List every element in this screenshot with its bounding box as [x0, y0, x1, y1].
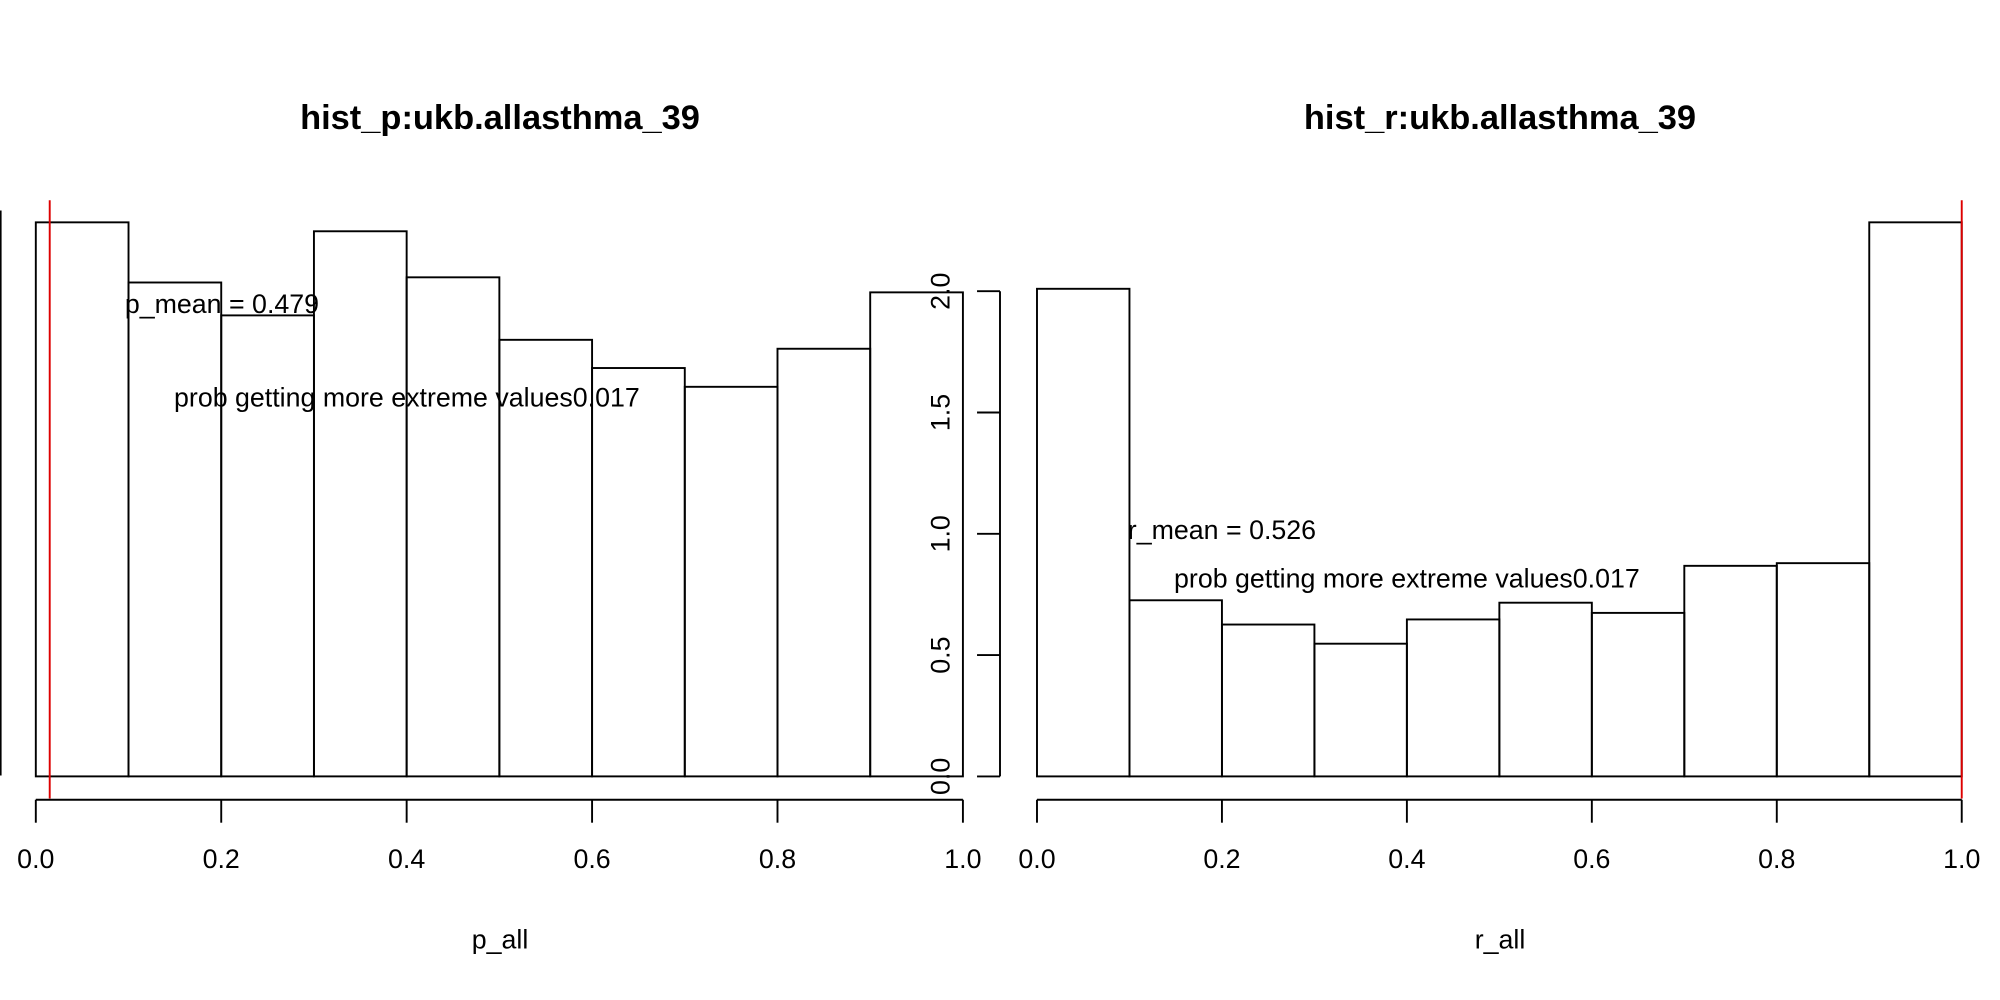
x-tick-label: 0.2 [203, 844, 240, 874]
y-tick-label: 2.0 [926, 273, 956, 310]
bar [405, 276, 501, 778]
x-tick-label: 1.0 [1943, 844, 1980, 874]
y-tick-label: 0.0 [926, 758, 956, 795]
chart-title: hist_p:ukb.allasthma_39 [300, 99, 700, 137]
x-tick-label: 0.8 [759, 844, 796, 874]
bar [1498, 601, 1593, 778]
bar [1775, 562, 1871, 778]
x-tick-label: 0.4 [1388, 844, 1425, 874]
x-tick-label: 0.6 [1573, 844, 1610, 874]
bar [1683, 564, 1778, 778]
x-tick-label: 0.4 [388, 844, 425, 874]
bar [591, 367, 686, 778]
bar [1313, 642, 1408, 778]
y-tick-label: 1.0 [926, 515, 956, 552]
bar [127, 281, 223, 778]
bar [869, 291, 964, 778]
bar [683, 385, 779, 778]
y-tick-label: 1.5 [926, 394, 956, 431]
annotation: prob getting more extreme values0.017 [1174, 563, 1640, 593]
y-tick-label: 0.5 [926, 636, 956, 673]
x-axis-label: p_all [472, 924, 529, 954]
x-tick-label: 1.0 [944, 844, 981, 874]
bar [1220, 623, 1316, 778]
annotation: p_mean = 0.479 [125, 289, 319, 319]
bar [1036, 287, 1131, 778]
bar [1868, 221, 1963, 778]
chart-title: hist_r:ukb.allasthma_39 [1304, 99, 1696, 137]
bar [312, 230, 408, 778]
x-tick-label: 0.8 [1758, 844, 1795, 874]
annotation: r_mean = 0.526 [1128, 515, 1316, 545]
x-tick-label: 0.6 [573, 844, 610, 874]
x-axis-label: r_all [1475, 924, 1526, 954]
bar [776, 347, 872, 778]
bar [1405, 618, 1501, 778]
annotation: prob getting more extreme values0.017 [174, 382, 640, 412]
x-tick-label: 0.0 [17, 844, 54, 874]
x-tick-label: 0.2 [1203, 844, 1240, 874]
x-tick-label: 0.0 [1018, 844, 1055, 874]
bar [1590, 611, 1686, 778]
bar [1128, 599, 1223, 778]
